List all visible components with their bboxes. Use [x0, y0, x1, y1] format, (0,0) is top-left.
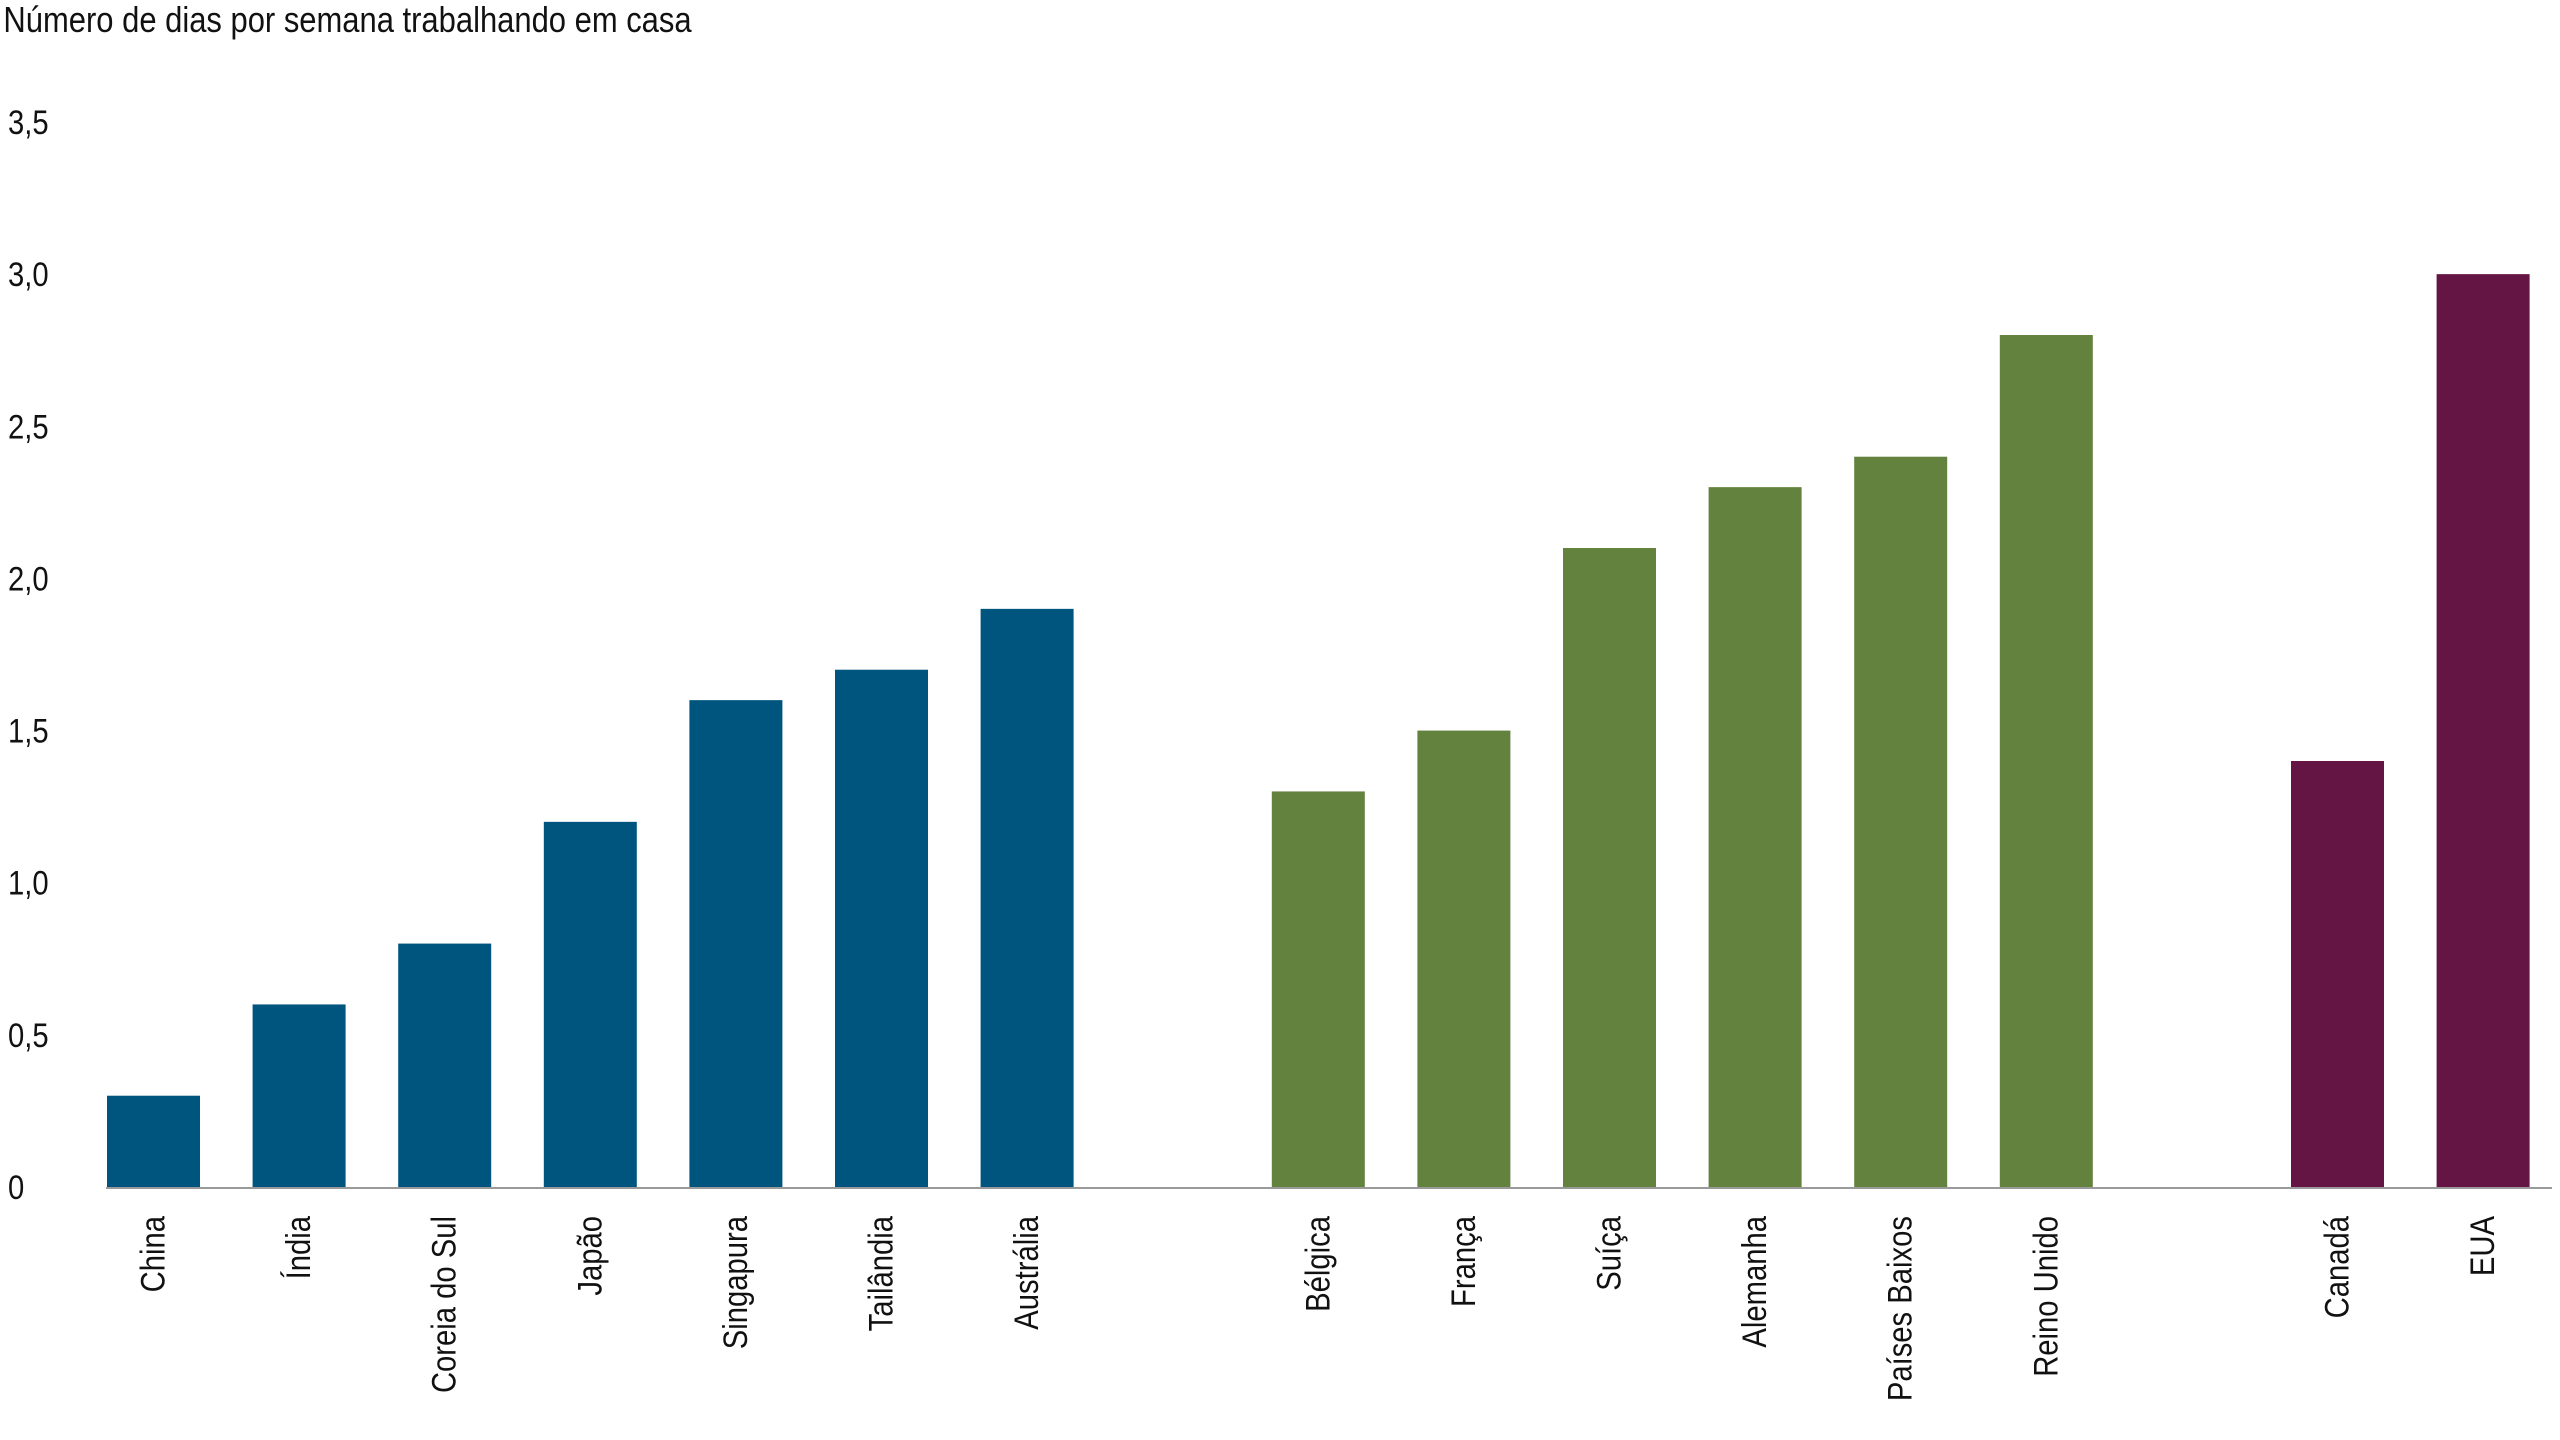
x-tick-label: Canadá	[2317, 1216, 2356, 1319]
bar-países-baixos	[1854, 456, 1948, 1187]
bars	[107, 274, 2530, 1188]
bar-austrália	[980, 608, 1074, 1187]
x-tick-label: Singapura	[716, 1216, 755, 1350]
x-tick-label: Bélgica	[1298, 1216, 1337, 1312]
x-tick-label: Suíça	[1589, 1216, 1628, 1291]
x-tick-label: Alemanha	[1735, 1216, 1774, 1348]
bar-singapura	[689, 700, 783, 1187]
y-tick-label: 1,5	[8, 711, 49, 750]
x-tick-label: Países Baixos	[1881, 1216, 1920, 1401]
bar-alemanha	[1708, 487, 1802, 1188]
x-tick-label: Austrália	[1007, 1216, 1046, 1330]
bar-eua	[2436, 274, 2530, 1188]
x-tick-label: Índia	[279, 1216, 318, 1280]
x-tick-label: Reino Unido	[2026, 1216, 2065, 1377]
bar-coreia-do-sul	[398, 943, 492, 1187]
y-tick-label: 2,0	[8, 559, 49, 598]
bar-reino-unido	[1999, 335, 2093, 1187]
y-tick-label: 0,5	[8, 1016, 49, 1055]
bar-china	[107, 1095, 200, 1187]
chart-title: Número de dias por semana trabalhando em…	[3, 1, 691, 41]
bar-bélgica	[1271, 791, 1365, 1187]
bar-frança	[1417, 730, 1511, 1187]
x-tick-label: China	[133, 1216, 172, 1293]
y-axis: 0 0,5 1,0 1,5 2,0 2,5 3,0 3,5	[8, 103, 49, 1207]
y-tick-label: 1,0	[8, 864, 49, 903]
y-tick-label: 3,5	[8, 103, 49, 142]
x-tick-label: EUA	[2463, 1215, 2502, 1276]
y-tick-label: 3,0	[8, 255, 49, 294]
x-tick-label: França	[1444, 1216, 1483, 1307]
y-tick-label: 0	[8, 1168, 24, 1207]
bar-suíça	[1563, 548, 1656, 1187]
x-axis-labels: China Índia Coreia do Sul Japão Singapura Tai…	[133, 1215, 2501, 1401]
bar-canadá	[2291, 761, 2384, 1187]
x-tick-label: Tailândia	[861, 1216, 900, 1332]
bar-tailândia	[835, 669, 928, 1187]
y-tick-label: 2,5	[8, 407, 49, 446]
bar-japão	[543, 821, 637, 1187]
bar-índia	[252, 1004, 346, 1187]
x-tick-label: Coreia do Sul	[425, 1216, 464, 1393]
x-tick-label: Japão	[570, 1216, 609, 1296]
